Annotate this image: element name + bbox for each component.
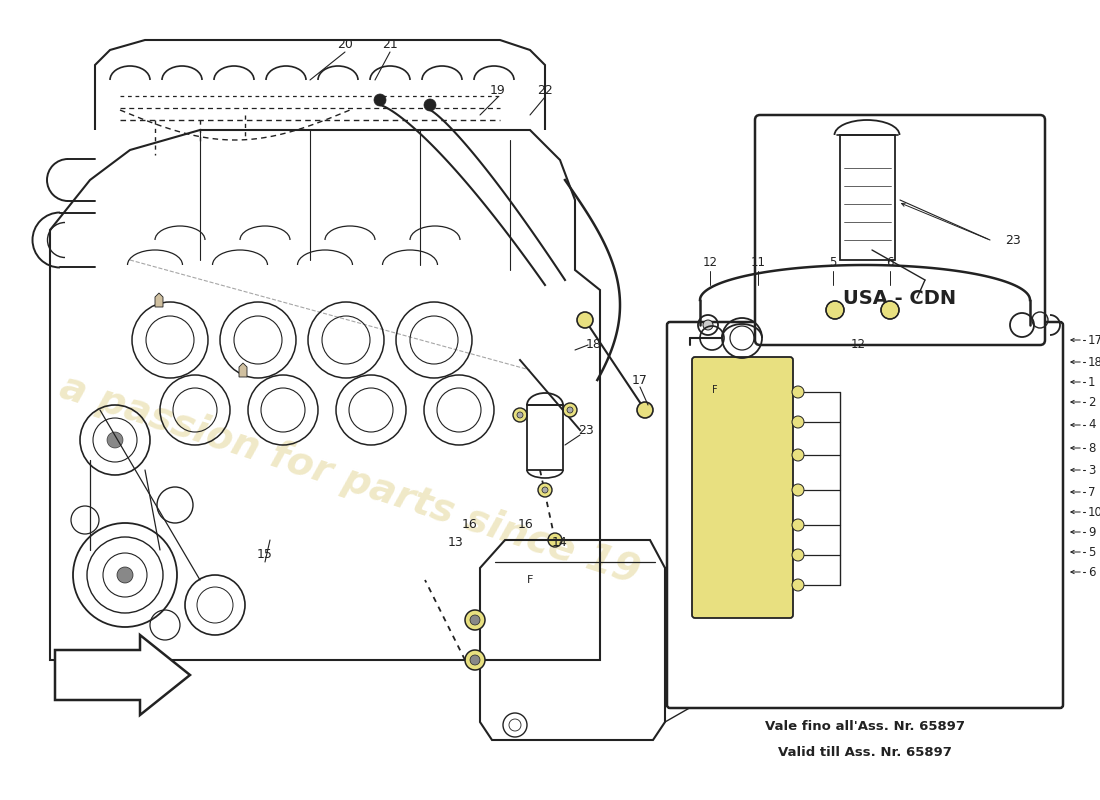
Text: 15: 15 bbox=[257, 549, 273, 562]
Circle shape bbox=[563, 403, 578, 417]
Text: 9: 9 bbox=[1088, 526, 1096, 538]
Text: 23: 23 bbox=[579, 423, 594, 437]
Circle shape bbox=[703, 320, 713, 330]
Text: 5: 5 bbox=[1088, 546, 1096, 558]
Text: 18: 18 bbox=[1088, 355, 1100, 369]
Text: 6: 6 bbox=[1088, 566, 1096, 578]
Text: 23: 23 bbox=[1005, 234, 1021, 246]
Circle shape bbox=[107, 432, 123, 448]
Text: 13: 13 bbox=[448, 535, 464, 549]
Text: F: F bbox=[527, 575, 534, 585]
Circle shape bbox=[637, 402, 653, 418]
Circle shape bbox=[517, 412, 522, 418]
Text: 22: 22 bbox=[537, 83, 553, 97]
Circle shape bbox=[792, 386, 804, 398]
Circle shape bbox=[826, 301, 844, 319]
Text: F: F bbox=[712, 385, 718, 395]
Text: 10: 10 bbox=[1088, 506, 1100, 518]
Circle shape bbox=[792, 416, 804, 428]
FancyBboxPatch shape bbox=[755, 115, 1045, 345]
Circle shape bbox=[792, 449, 804, 461]
Circle shape bbox=[470, 655, 480, 665]
Circle shape bbox=[792, 519, 804, 531]
Text: Valid till Ass. Nr. 65897: Valid till Ass. Nr. 65897 bbox=[778, 746, 952, 759]
Circle shape bbox=[881, 301, 899, 319]
Circle shape bbox=[465, 650, 485, 670]
Text: USA - CDN: USA - CDN bbox=[844, 289, 957, 307]
Circle shape bbox=[792, 549, 804, 561]
Circle shape bbox=[792, 484, 804, 496]
Circle shape bbox=[465, 610, 485, 630]
Text: 8: 8 bbox=[1088, 442, 1096, 454]
Text: 18: 18 bbox=[586, 338, 602, 351]
Text: 4: 4 bbox=[1088, 418, 1096, 431]
Text: 6: 6 bbox=[887, 257, 893, 270]
Circle shape bbox=[513, 408, 527, 422]
FancyBboxPatch shape bbox=[692, 357, 793, 618]
Polygon shape bbox=[239, 363, 248, 377]
Circle shape bbox=[117, 567, 133, 583]
Circle shape bbox=[566, 407, 573, 413]
Polygon shape bbox=[55, 635, 190, 715]
Circle shape bbox=[470, 615, 480, 625]
FancyBboxPatch shape bbox=[667, 322, 1063, 708]
Text: 21: 21 bbox=[382, 38, 398, 51]
Circle shape bbox=[374, 94, 386, 106]
Text: 20: 20 bbox=[337, 38, 353, 51]
Text: 19: 19 bbox=[491, 83, 506, 97]
Circle shape bbox=[548, 533, 562, 547]
Circle shape bbox=[578, 312, 593, 328]
Text: a passion for parts since 19: a passion for parts since 19 bbox=[55, 368, 645, 592]
Text: 11: 11 bbox=[750, 257, 766, 270]
Text: 16: 16 bbox=[462, 518, 477, 531]
Text: 12: 12 bbox=[703, 257, 717, 270]
Circle shape bbox=[424, 99, 436, 111]
Text: 7: 7 bbox=[1088, 486, 1096, 498]
Text: 14: 14 bbox=[552, 535, 568, 549]
Circle shape bbox=[542, 487, 548, 493]
Text: Vale fino all'Ass. Nr. 65897: Vale fino all'Ass. Nr. 65897 bbox=[764, 721, 965, 734]
Text: 17: 17 bbox=[1088, 334, 1100, 346]
Text: 16: 16 bbox=[518, 518, 534, 531]
Circle shape bbox=[538, 483, 552, 497]
Text: 1: 1 bbox=[1088, 375, 1096, 389]
Text: 17: 17 bbox=[632, 374, 648, 386]
Polygon shape bbox=[155, 293, 163, 307]
Circle shape bbox=[792, 579, 804, 591]
Text: 5: 5 bbox=[829, 257, 837, 270]
Text: 3: 3 bbox=[1088, 463, 1096, 477]
Text: 2: 2 bbox=[1088, 395, 1096, 409]
Text: 12: 12 bbox=[850, 338, 866, 351]
